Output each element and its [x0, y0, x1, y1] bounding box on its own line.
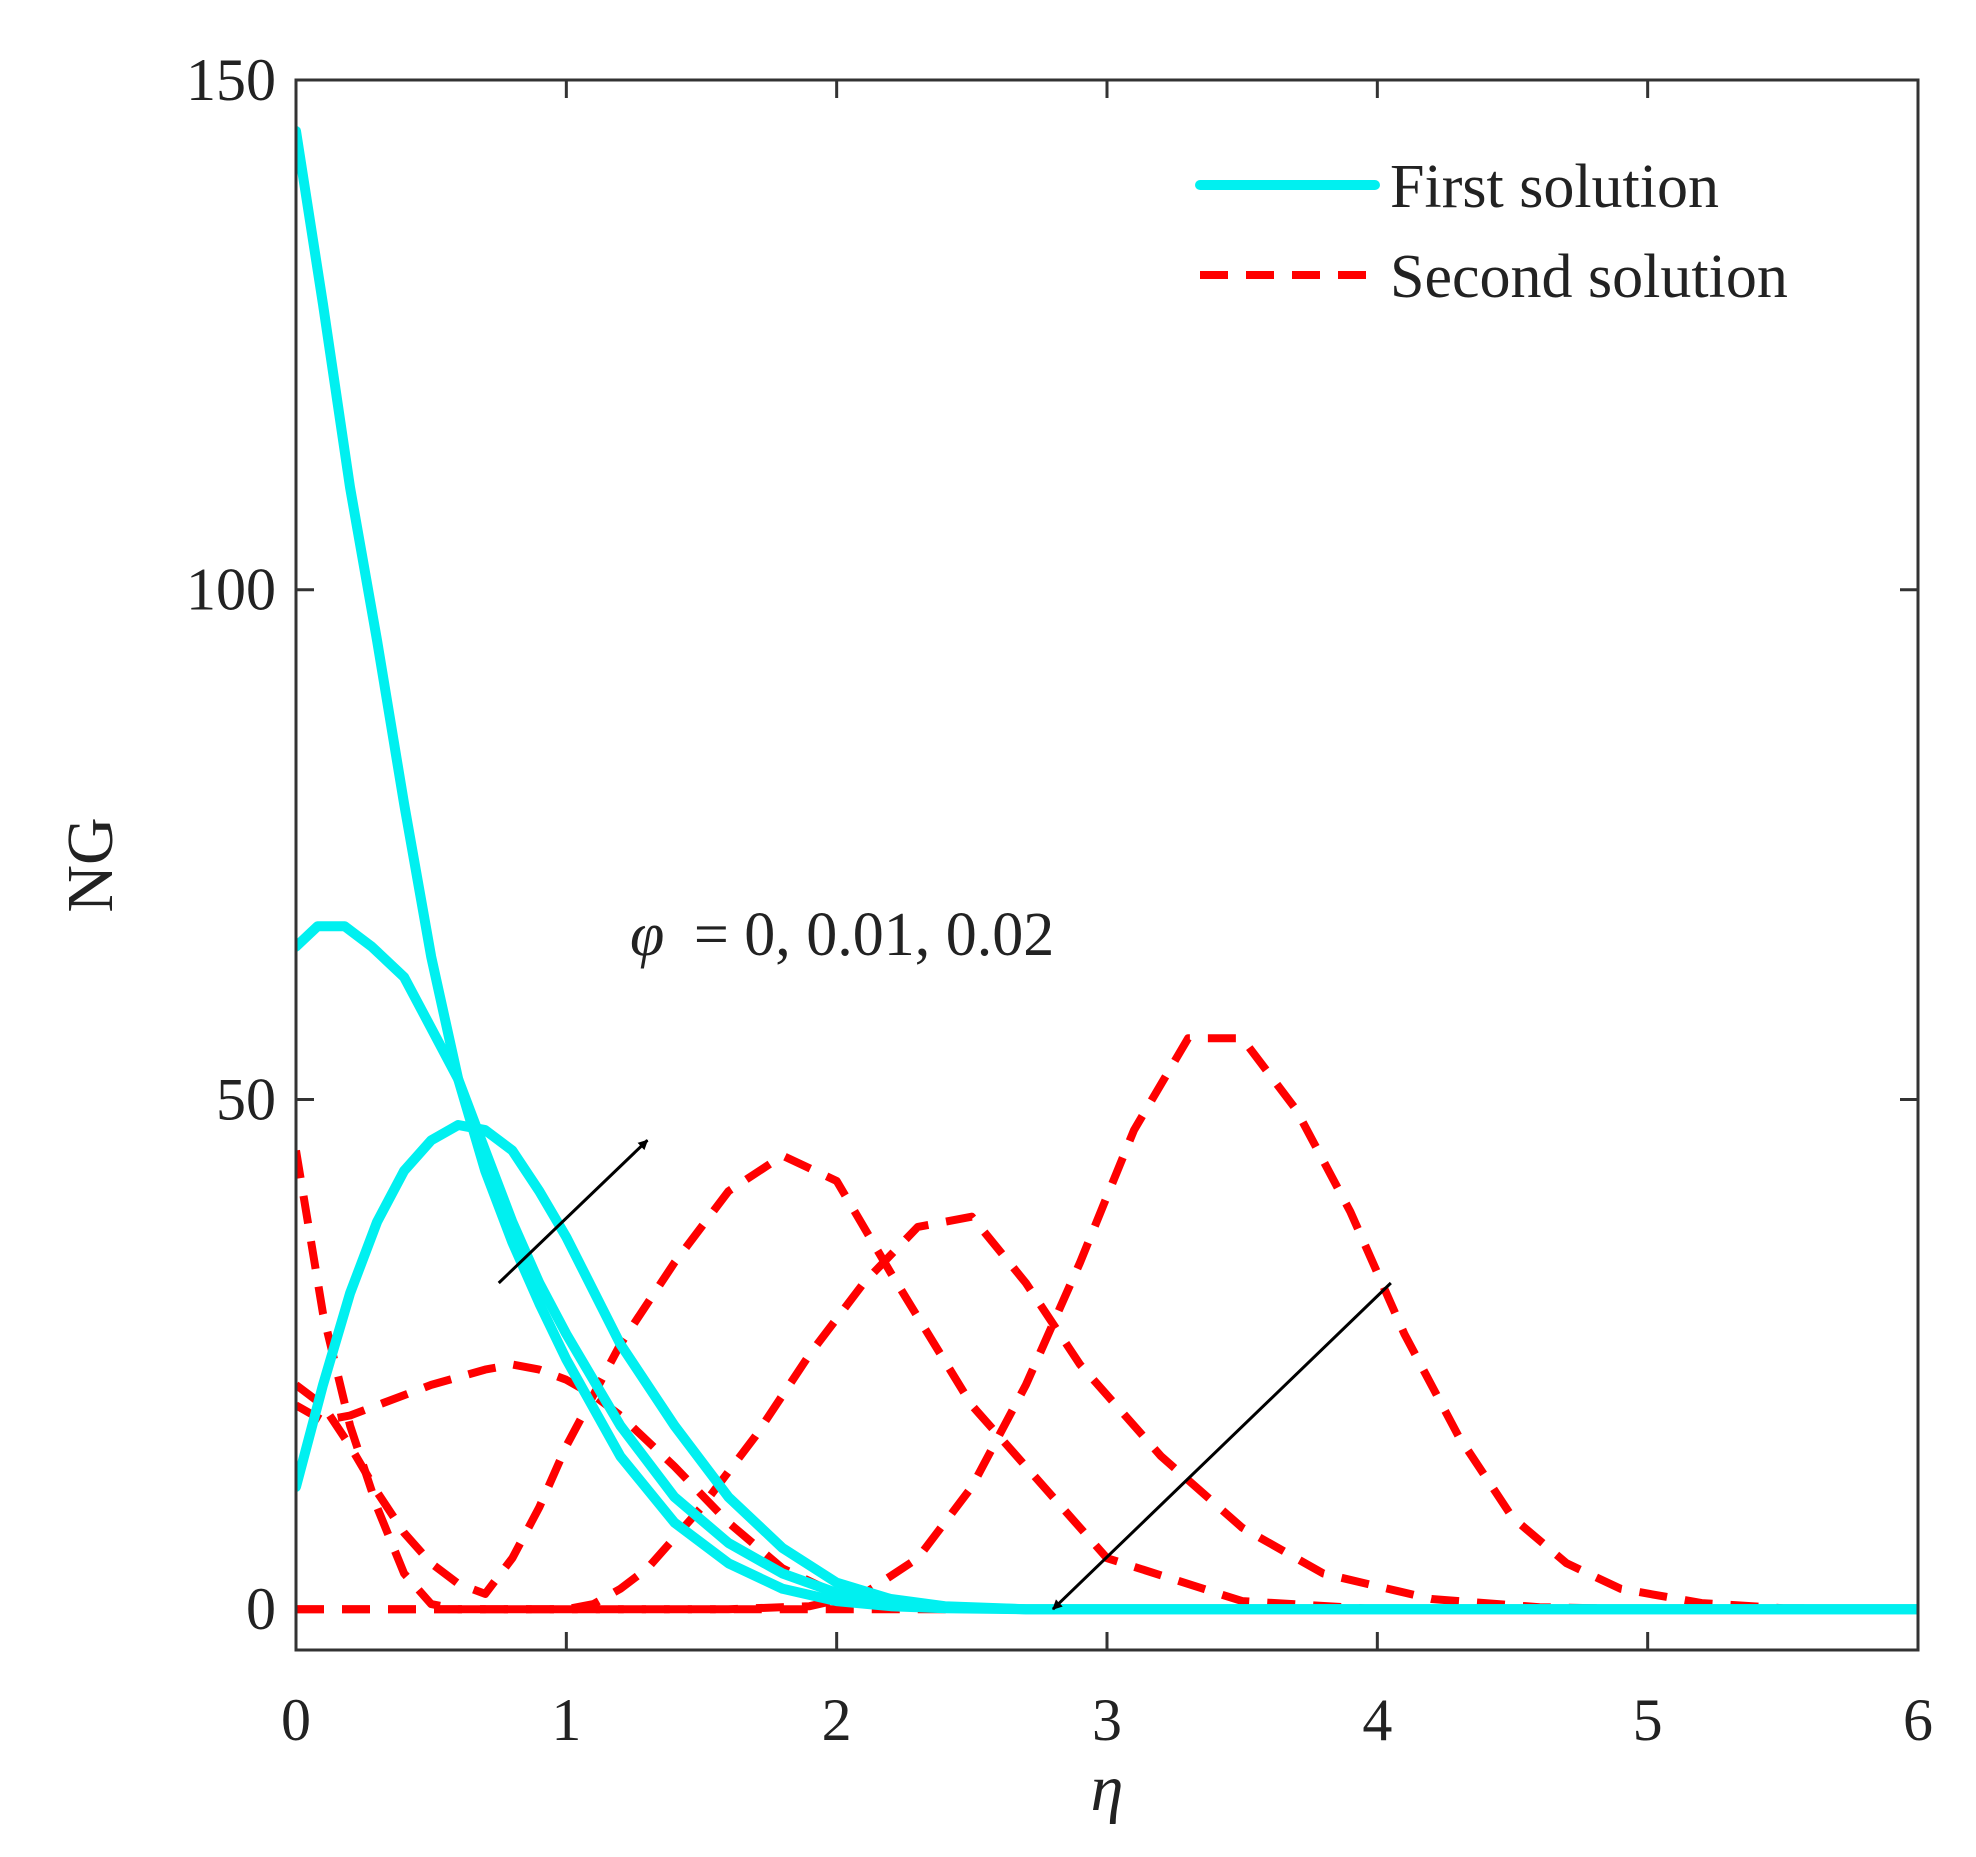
- x-tick-label: 0: [281, 1687, 311, 1753]
- x-tick-label: 4: [1362, 1687, 1392, 1753]
- annotation-layer: [497, 1139, 1392, 1611]
- first-solution-line: [296, 126, 1918, 1615]
- annotation-arrow: [497, 1139, 649, 1285]
- legend-label-second-solution: Second solution: [1390, 243, 1788, 311]
- series-layer: [296, 126, 1918, 1615]
- y-tick-label: 150: [186, 47, 276, 113]
- x-tick-label: 6: [1903, 1687, 1933, 1753]
- y-tick-label: 50: [216, 1066, 276, 1132]
- annotation-arrow: [1051, 1281, 1392, 1611]
- phi-symbol: φ: [630, 901, 664, 969]
- second-solution-line: [296, 1034, 1918, 1614]
- legend-label-first-solution: First solution: [1390, 153, 1719, 221]
- x-tick-label: 2: [822, 1687, 852, 1753]
- second-solution-line: [296, 1149, 1918, 1614]
- x-axis-title: η: [1091, 1752, 1124, 1825]
- phi-values: = 0, 0.01, 0.02: [694, 901, 1054, 969]
- second-solution-line: [296, 1151, 1918, 1614]
- x-tick-label: 1: [551, 1687, 581, 1753]
- first-solution-line: [296, 1120, 1918, 1615]
- x-tick-label: 3: [1092, 1687, 1122, 1753]
- ticks-layer: 0 1 2 3 4 5 6 0 50 100 150: [186, 47, 1933, 1753]
- phi-annotation: φ = 0, 0.01, 0.02: [630, 901, 1054, 969]
- x-tick-label: 5: [1633, 1687, 1663, 1753]
- y-tick-label: 0: [246, 1576, 276, 1642]
- y-axis-title: NG: [54, 817, 127, 912]
- plot-frame: [294, 78, 1920, 1652]
- second-solution-line: [296, 1360, 1918, 1614]
- y-tick-label: 100: [186, 557, 276, 623]
- legend: First solution Second solution: [1195, 153, 1788, 311]
